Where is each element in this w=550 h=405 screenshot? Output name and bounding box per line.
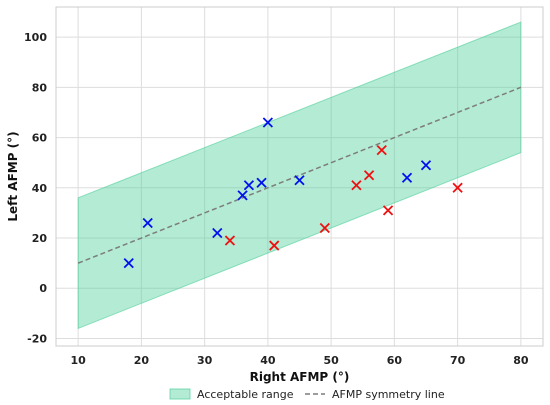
x-tick-label: 30 bbox=[197, 354, 213, 367]
y-tick-label: 40 bbox=[32, 182, 48, 195]
y-tick-label: -20 bbox=[27, 332, 47, 345]
y-tick-label: 100 bbox=[24, 31, 47, 44]
y-tick-label: 60 bbox=[32, 132, 48, 145]
acceptable-range-area bbox=[78, 22, 521, 328]
x-tick-label: 20 bbox=[134, 354, 150, 367]
red-x-marker bbox=[384, 206, 393, 215]
x-axis-title: Right AFMP (°) bbox=[250, 370, 350, 384]
x-tick-label: 60 bbox=[387, 354, 403, 367]
y-tick-label: 0 bbox=[39, 282, 47, 295]
x-tick-label: 10 bbox=[70, 354, 86, 367]
x-tick-label: 40 bbox=[260, 354, 276, 367]
x-tick-labels: 10 20 30 40 50 60 70 80 bbox=[70, 354, 528, 367]
x-tick-label: 50 bbox=[323, 354, 339, 367]
y-tick-label: 20 bbox=[32, 232, 48, 245]
y-tick-label: 80 bbox=[32, 81, 48, 94]
x-tick-label: 80 bbox=[513, 354, 529, 367]
x-tick-label: 70 bbox=[450, 354, 466, 367]
y-tick-labels: -20 0 20 40 60 80 100 bbox=[24, 31, 47, 345]
legend-acceptable-range-swatch bbox=[170, 389, 190, 399]
legend-acceptable-range-label: Acceptable range bbox=[197, 388, 294, 401]
y-axis-title: Left AFMP (°) bbox=[6, 131, 20, 221]
legend: Acceptable range AFMP symmetry line bbox=[170, 388, 445, 401]
legend-symmetry-line-label: AFMP symmetry line bbox=[332, 388, 445, 401]
acceptable-range-band bbox=[78, 22, 521, 328]
